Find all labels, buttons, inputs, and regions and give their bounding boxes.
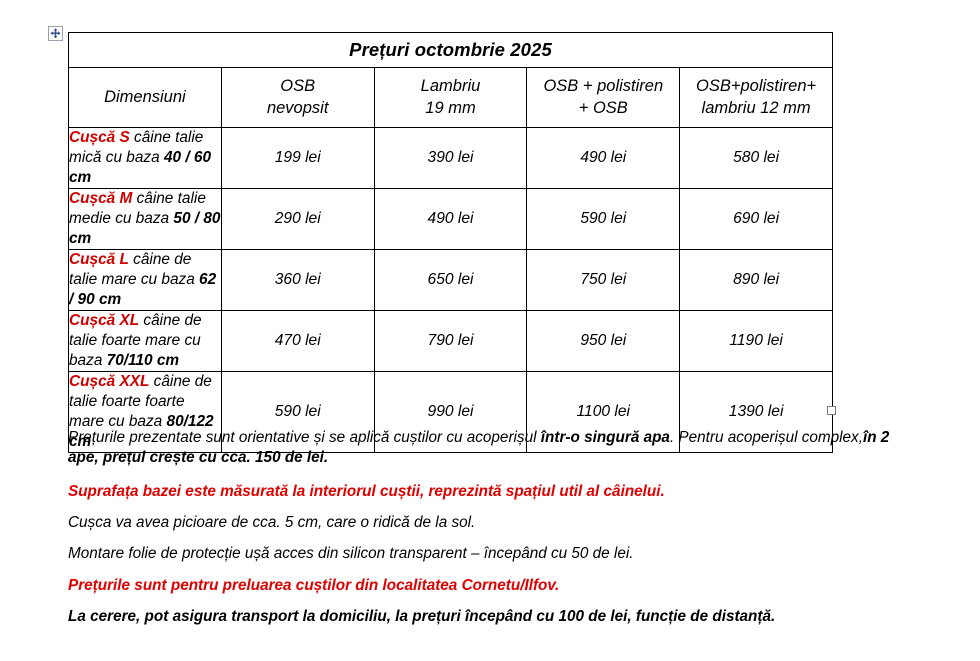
price-lambriu-19: 650 lei bbox=[373, 249, 528, 312]
price-lambriu-19: 390 lei bbox=[373, 126, 528, 190]
price-lambriu-19: 990 lei bbox=[373, 371, 528, 454]
table-resize-handle[interactable] bbox=[827, 406, 836, 415]
header-osb-polistiren-osb-line1: OSB + polistiren bbox=[543, 77, 664, 96]
price-table: Prețuri octombrie 2025 Dimensiuni OSB ne… bbox=[68, 32, 833, 454]
price-osb-polistiren-lambriu: 890 lei bbox=[679, 249, 833, 312]
row-dimensions: 70/110 cm bbox=[106, 352, 180, 370]
row-size-tag: Cușcă S bbox=[69, 129, 130, 146]
row-size-tag: Cușcă XXL bbox=[69, 373, 150, 391]
price-osb-polistiren-lambriu: 1190 lei bbox=[679, 310, 833, 373]
note-folie-protectie: Montare folie de protecție ușă acces din… bbox=[68, 545, 634, 563]
table-title: Prețuri octombrie 2025 bbox=[68, 32, 833, 68]
row-dimensions: 40 / 60 cm bbox=[69, 149, 212, 187]
price-osb-polistiren-osb: 750 lei bbox=[526, 249, 681, 312]
header-dimensiuni: Dimensiuni bbox=[68, 67, 222, 128]
header-dimensiuni-label: Dimensiuni bbox=[104, 87, 186, 106]
row-description: Cușcă M câine talie medie cu baza 50 / 8… bbox=[68, 188, 222, 251]
move-cross-icon bbox=[50, 28, 61, 39]
row-size-tag: Cușcă XL bbox=[69, 312, 140, 330]
notes-section: Prețurile prezentate sunt orientative și… bbox=[68, 428, 898, 638]
row-dimensions: 62 / 90 cm bbox=[69, 271, 217, 309]
header-lambriu-19-line1: Lambriu bbox=[420, 77, 481, 96]
note-picioare: Cușca va avea picioare de cca. 5 cm, car… bbox=[68, 514, 476, 532]
header-lambriu-19: Lambriu 19 mm bbox=[373, 67, 528, 128]
price-lambriu-19: 490 lei bbox=[373, 188, 528, 251]
note-orientative: Prețurile prezentate sunt orientative și… bbox=[68, 428, 898, 469]
price-osb-polistiren-osb: 490 lei bbox=[526, 126, 681, 190]
price-osb-polistiren-lambriu: 580 lei bbox=[679, 126, 833, 190]
price-osb-nevopsit: 199 lei bbox=[220, 126, 375, 190]
table-row: Cușcă M câine talie medie cu baza 50 / 8… bbox=[68, 188, 833, 251]
price-osb-nevopsit: 470 lei bbox=[220, 310, 375, 373]
price-lambriu-19: 790 lei bbox=[373, 310, 528, 373]
price-osb-nevopsit: 290 lei bbox=[220, 188, 375, 251]
header-osb-nevopsit-line1: OSB bbox=[280, 77, 316, 96]
header-osb-polistiren-osb: OSB + polistiren + OSB bbox=[526, 67, 681, 128]
header-lambriu-19-line2: 19 mm bbox=[425, 98, 476, 117]
table-title-row: Prețuri octombrie 2025 bbox=[68, 32, 833, 68]
row-dimensions: 50 / 80 cm bbox=[69, 210, 221, 248]
price-osb-polistiren-lambriu: 1390 lei bbox=[679, 371, 833, 454]
note1-bold1: într-o singură apa bbox=[540, 429, 670, 446]
table-row: Cușcă XXL câine de talie foarte foarte m… bbox=[68, 371, 833, 454]
row-desc-text: câine talie medie cu baza bbox=[69, 190, 206, 228]
table-row: Cușcă S câine talie mică cu baza 40 / 60… bbox=[68, 126, 833, 190]
header-osb-nevopsit-line2: nevopsit bbox=[266, 98, 329, 117]
note-preluare-cornetu: Prețurile sunt pentru preluarea cuștilor… bbox=[68, 576, 560, 594]
header-osb-polistiren-lambriu-line1: OSB+polistiren+ bbox=[696, 77, 817, 96]
price-osb-polistiren-lambriu: 690 lei bbox=[679, 188, 833, 251]
row-description: Cușcă XL câine de talie foarte mare cu b… bbox=[68, 310, 222, 373]
row-description: Cușcă S câine talie mică cu baza 40 / 60… bbox=[68, 126, 222, 190]
row-description: Cușcă XXL câine de talie foarte foarte m… bbox=[68, 371, 222, 454]
price-osb-polistiren-osb: 590 lei bbox=[526, 188, 681, 251]
row-description: Cușcă L câine de talie mare cu baza 62 /… bbox=[68, 249, 222, 312]
price-osb-nevopsit: 590 lei bbox=[220, 371, 375, 454]
price-osb-polistiren-osb: 1100 lei bbox=[526, 371, 681, 454]
table-move-handle[interactable] bbox=[48, 26, 63, 41]
row-dimensions: 80/122 cm bbox=[69, 413, 214, 451]
row-desc-text: câine de talie mare cu baza bbox=[69, 251, 200, 289]
note-transport: La cerere, pot asigura transport la domi… bbox=[68, 608, 776, 626]
price-osb-nevopsit: 360 lei bbox=[220, 249, 375, 312]
header-osb-polistiren-osb-line2: + OSB bbox=[578, 98, 628, 117]
table-header-row: Dimensiuni OSB nevopsit Lambriu 19 mm OS… bbox=[68, 67, 833, 128]
row-size-tag: Cușcă L bbox=[69, 251, 129, 269]
row-size-tag: Cușcă M bbox=[69, 190, 133, 208]
header-osb-nevopsit: OSB nevopsit bbox=[220, 67, 375, 128]
note1-part1: Prețurile prezentate sunt orientative și… bbox=[68, 429, 541, 446]
note1-part2: . Pentru acoperișul complex, bbox=[669, 429, 863, 446]
note-suprafata-bazei: Suprafața bazei este măsurată la interio… bbox=[68, 482, 665, 500]
table-row: Cușcă L câine de talie mare cu baza 62 /… bbox=[68, 249, 833, 312]
price-osb-polistiren-osb: 950 lei bbox=[526, 310, 681, 373]
row-desc-text: câine de talie foarte mare cu baza bbox=[69, 312, 202, 370]
header-osb-polistiren-lambriu-line2: lambriu 12 mm bbox=[701, 98, 811, 117]
row-desc-text: câine talie mică cu baza bbox=[69, 129, 204, 167]
header-osb-polistiren-lambriu: OSB+polistiren+ lambriu 12 mm bbox=[679, 67, 833, 128]
row-desc-text: câine de talie foarte foarte mare cu baz… bbox=[69, 373, 212, 431]
note1-bold2: în 2 ape, prețul crește cu cca. 150 de l… bbox=[68, 429, 890, 467]
table-row: Cușcă XL câine de talie foarte mare cu b… bbox=[68, 310, 833, 373]
